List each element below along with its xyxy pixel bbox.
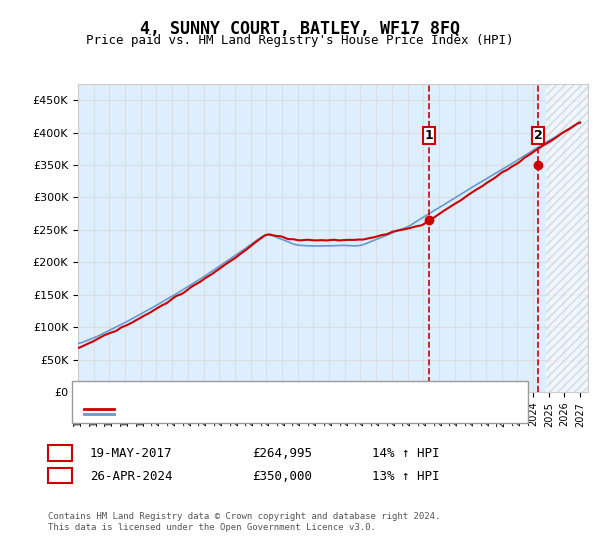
Text: 4, SUNNY COURT, BATLEY, WF17 8FQ: 4, SUNNY COURT, BATLEY, WF17 8FQ [140,20,460,38]
Text: HPI: Average price, detached house, Kirklees: HPI: Average price, detached house, Kirk… [120,408,395,418]
Text: 1: 1 [56,447,64,460]
Text: 19-MAY-2017: 19-MAY-2017 [90,447,173,460]
Text: 26-APR-2024: 26-APR-2024 [90,469,173,483]
Text: £350,000: £350,000 [252,469,312,483]
Text: 4, SUNNY COURT, BATLEY, WF17 8FQ (detached house): 4, SUNNY COURT, BATLEY, WF17 8FQ (detach… [120,402,426,412]
Text: 2: 2 [56,469,64,483]
Text: Price paid vs. HM Land Registry's House Price Index (HPI): Price paid vs. HM Land Registry's House … [86,34,514,46]
Text: Contains HM Land Registry data © Crown copyright and database right 2024.
This d: Contains HM Land Registry data © Crown c… [48,512,440,532]
Text: 13% ↑ HPI: 13% ↑ HPI [372,469,439,483]
Text: £264,995: £264,995 [252,447,312,460]
Text: 1: 1 [425,129,434,142]
Text: 2: 2 [534,129,542,142]
Text: 14% ↑ HPI: 14% ↑ HPI [372,447,439,460]
